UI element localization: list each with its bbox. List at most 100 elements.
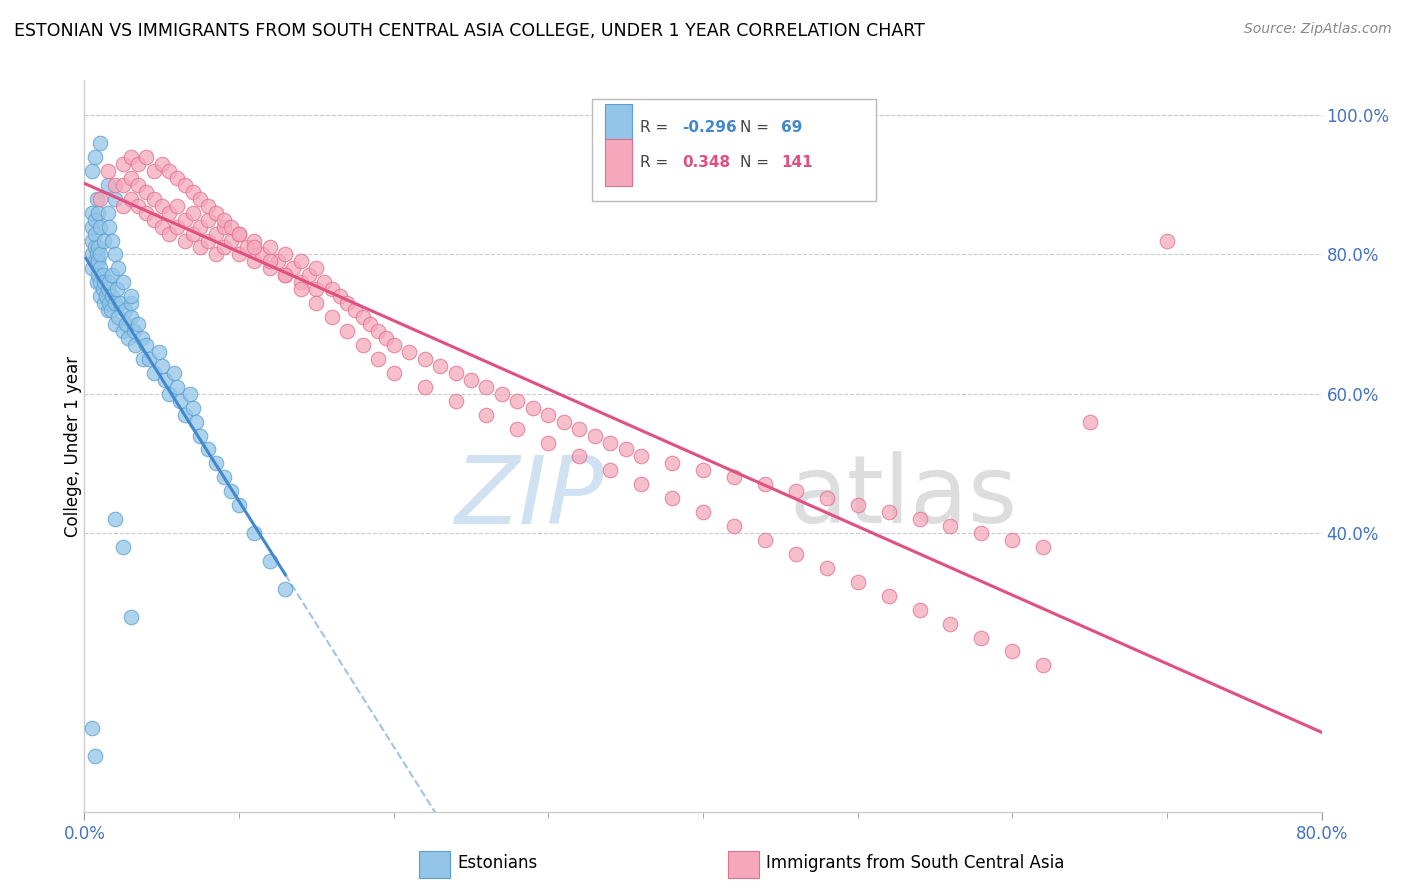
FancyBboxPatch shape xyxy=(605,103,633,151)
Point xyxy=(243,234,266,248)
Point xyxy=(104,317,127,331)
Point xyxy=(112,540,135,554)
Point xyxy=(101,234,124,248)
Point xyxy=(267,254,290,268)
Point xyxy=(506,421,529,435)
Point xyxy=(104,512,127,526)
Point xyxy=(908,512,931,526)
Point xyxy=(112,178,135,192)
Point xyxy=(336,324,359,338)
Point xyxy=(159,164,181,178)
Point xyxy=(939,616,962,631)
Point xyxy=(692,505,714,519)
Point xyxy=(181,205,204,219)
Point xyxy=(163,366,186,380)
Point xyxy=(212,219,235,234)
Point xyxy=(150,359,173,373)
Point xyxy=(104,178,127,192)
Point xyxy=(877,505,900,519)
Point xyxy=(174,408,197,422)
Point xyxy=(908,603,931,617)
Point xyxy=(429,359,451,373)
Point xyxy=(179,386,201,401)
Point xyxy=(212,470,235,484)
Point xyxy=(112,157,135,171)
Point xyxy=(166,199,188,213)
Point xyxy=(243,240,266,254)
Text: 141: 141 xyxy=(780,154,813,169)
Point xyxy=(97,303,120,318)
Point xyxy=(84,749,107,764)
Point xyxy=(135,150,157,164)
Point xyxy=(259,261,281,276)
Point xyxy=(274,582,297,596)
Text: atlas: atlas xyxy=(790,451,1018,543)
Point xyxy=(877,589,900,603)
Point xyxy=(104,296,127,310)
Point xyxy=(522,401,544,415)
Point xyxy=(98,219,121,234)
Point xyxy=(344,303,367,318)
Point xyxy=(367,324,389,338)
Point xyxy=(221,219,243,234)
Point xyxy=(321,282,343,296)
Point xyxy=(197,442,219,457)
Point xyxy=(1156,234,1178,248)
Point xyxy=(212,212,235,227)
Point xyxy=(150,199,173,213)
Point xyxy=(259,254,281,268)
Point xyxy=(104,192,127,206)
Point xyxy=(599,435,621,450)
Point xyxy=(143,366,166,380)
Point xyxy=(568,450,591,464)
Point xyxy=(444,366,467,380)
Point xyxy=(120,150,142,164)
Point xyxy=(243,526,266,541)
Point xyxy=(101,268,124,283)
Point xyxy=(159,205,181,219)
Point xyxy=(97,164,120,178)
Point xyxy=(166,219,188,234)
Point xyxy=(150,219,173,234)
Point xyxy=(723,519,745,533)
Point xyxy=(114,303,136,318)
Point xyxy=(174,234,197,248)
Point xyxy=(120,289,142,303)
Point xyxy=(82,247,104,261)
Point xyxy=(82,261,104,276)
Point xyxy=(970,631,993,645)
Point xyxy=(188,240,212,254)
Point xyxy=(583,428,606,442)
Point xyxy=(970,526,993,541)
Point xyxy=(91,268,114,283)
Point xyxy=(815,561,838,575)
Point xyxy=(93,296,115,310)
Point xyxy=(460,373,482,387)
Point xyxy=(314,275,336,289)
Point xyxy=(166,170,188,185)
Point xyxy=(188,428,212,442)
Point xyxy=(84,254,107,268)
Point xyxy=(84,227,107,241)
Point xyxy=(128,199,150,213)
Point xyxy=(87,268,110,283)
Point xyxy=(84,150,107,164)
Point xyxy=(82,219,104,234)
Point xyxy=(181,227,204,241)
Point xyxy=(135,338,157,352)
Point xyxy=(104,247,127,261)
Point xyxy=(98,296,121,310)
Point xyxy=(630,450,652,464)
Point xyxy=(382,366,405,380)
Point xyxy=(97,205,120,219)
Point xyxy=(754,477,776,491)
Point xyxy=(305,282,328,296)
Point xyxy=(336,296,359,310)
Point xyxy=(228,498,250,512)
Point xyxy=(120,609,142,624)
Point xyxy=(785,484,807,499)
Point xyxy=(89,136,111,150)
Point xyxy=(205,205,228,219)
Point xyxy=(89,289,111,303)
Point xyxy=(82,234,104,248)
